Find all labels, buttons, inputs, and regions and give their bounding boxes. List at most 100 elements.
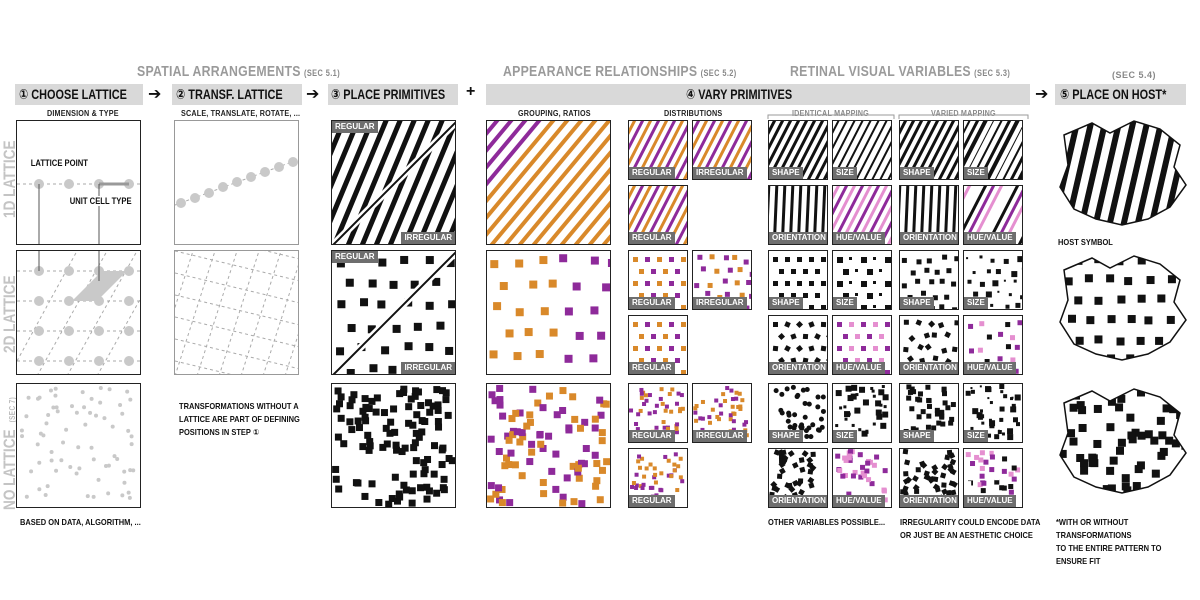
transformed-1d-graphic (175, 121, 299, 245)
panel-grouping-2d (486, 250, 611, 375)
panel-1d-transformed (174, 120, 299, 245)
grouping-1d-graphic (487, 121, 611, 245)
retinal-panel: HUE/VALUE (832, 448, 892, 508)
transformed-2d-graphic (175, 251, 299, 375)
host-symbol-label: HOST SYMBOL (1058, 236, 1113, 249)
retinal-panel: ORIENTATION (899, 448, 959, 508)
note-transf-line2: LATTICE ARE PART OF DEFINING (179, 413, 300, 426)
stripe-group (487, 121, 611, 245)
distribution-panel: IRREGULAR (692, 250, 752, 310)
retinal-tag: ORIENTATION (900, 362, 959, 374)
step-3-label: ③ PLACE PRIMITIVES (331, 86, 445, 103)
retinal-tag: SIZE (833, 430, 857, 442)
retinal-panel: SHAPE (768, 250, 828, 310)
retinal-tag: SHAPE (900, 167, 934, 179)
panel-primitives-none (331, 383, 456, 508)
grouping-none-graphic (487, 384, 611, 508)
retinal-tag: HUE/VALUE (833, 495, 885, 507)
retinal-panel: SHAPE (768, 120, 828, 180)
panel-grouping-none (486, 383, 611, 508)
distribution-panel: REGULAR (628, 315, 688, 375)
retinal-tag: ORIENTATION (769, 232, 828, 244)
retinal-panel: HUE/VALUE (832, 185, 892, 245)
retinal-tag: HUE/VALUE (964, 362, 1016, 374)
retinal-panel: SHAPE (899, 383, 959, 443)
primitives-2d-graphic (332, 251, 456, 375)
distribution-tag: REGULAR (629, 232, 675, 244)
plus-icon: + (466, 83, 475, 101)
retinal-panel: SHAPE (768, 383, 828, 443)
distribution-tag: REGULAR (629, 495, 675, 507)
host-symbol-lines (1052, 115, 1192, 235)
retinal-tag: SHAPE (769, 430, 803, 442)
retinal-tag: HUE/VALUE (964, 232, 1016, 244)
retinal-tag: SHAPE (900, 297, 934, 309)
retinal-tag: SIZE (964, 297, 988, 309)
distribution-panel: REGULAR (628, 448, 688, 508)
distribution-panel: REGULAR (628, 185, 688, 245)
section-ref-spatial: (SEC 5.1) (304, 68, 340, 78)
panel-primitives-2d: REGULAR IRREGULAR (331, 250, 456, 375)
retinal-panel: SIZE (963, 250, 1023, 310)
subhead-dimension: DIMENSION & TYPE (47, 109, 119, 118)
note-transformations: TRANSFORMATIONS WITHOUT A LATTICE ARE PA… (179, 400, 300, 439)
scatter-group (20, 386, 135, 500)
arrow-4-icon: ➔ (1035, 84, 1048, 104)
retinal-tag: HUE/VALUE (833, 362, 885, 374)
panel-2d-transformed (174, 250, 299, 375)
scatter-group (332, 386, 456, 508)
section-ref-retinal: (SEC 5.3) (974, 68, 1010, 78)
note-irreg-line1: IRREGULARITY COULD ENCODE DATA (900, 516, 1040, 529)
host-symbol-grid (1052, 250, 1192, 370)
scatter-group (900, 449, 958, 501)
step-5-label: ⑤ PLACE ON HOST* (1060, 86, 1166, 103)
section-title-retinal: RETINAL VISUAL VARIABLES (SEC 5.3) (790, 63, 1010, 80)
step-1-label: ① CHOOSE LATTICE (19, 86, 127, 103)
note-transf-line1: TRANSFORMATIONS WITHOUT A (179, 400, 300, 413)
stripe-group (1052, 115, 1192, 235)
retinal-panel: SHAPE (899, 120, 959, 180)
retinal-tag: SIZE (964, 167, 988, 179)
distribution-panel: IRREGULAR (692, 383, 752, 443)
note-host: *WITH OR WITHOUT TRANSFORMATIONS TO THE … (1056, 516, 1183, 568)
section-title-appearance: APPEARANCE RELATIONSHIPS (SEC 5.2) (503, 63, 737, 80)
retinal-panel: SIZE (963, 383, 1023, 443)
note-host-line2: TO THE ENTIRE PATTERN TO ENSURE FIT (1056, 542, 1183, 568)
retinal-tag: ORIENTATION (900, 232, 959, 244)
step-4-label: ④ VARY PRIMITIVES (686, 86, 792, 103)
distribution-tag: IRREGULAR (693, 297, 747, 309)
retinal-tag: SIZE (833, 167, 857, 179)
retinal-panel: SIZE (963, 120, 1023, 180)
retinal-panel: ORIENTATION (899, 185, 959, 245)
distribution-tag: REGULAR (629, 297, 675, 309)
mapping-brackets (766, 112, 1032, 120)
unit-cell-label: UNIT CELL TYPE (68, 196, 133, 206)
distribution-panel: REGULAR (628, 250, 688, 310)
lattice-2d-graphic (17, 251, 141, 375)
retinal-tag: HUE/VALUE (964, 495, 1016, 507)
primitives-none-graphic (332, 384, 456, 508)
retinal-panel: HUE/VALUE (963, 185, 1023, 245)
retinal-panel: HUE/VALUE (963, 448, 1023, 508)
tag-irregular: IRREGULAR (401, 362, 455, 374)
panel-grouping-1d (486, 120, 611, 245)
retinal-panel: HUE/VALUE (963, 315, 1023, 375)
note-host-line1: *WITH OR WITHOUT TRANSFORMATIONS (1056, 516, 1183, 542)
lattice-1d-graphic (17, 121, 141, 245)
section-ref-host: (SEC 5.4) (1112, 70, 1156, 80)
retinal-tag: SHAPE (769, 167, 803, 179)
scatter-group (1054, 388, 1190, 502)
retinal-panel: ORIENTATION (768, 448, 828, 508)
retinal-tag: HUE/VALUE (833, 232, 885, 244)
panel-primitives-1d: REGULAR IRREGULAR (331, 120, 456, 245)
distribution-tag: IRREGULAR (693, 167, 747, 179)
retinal-panel: HUE/VALUE (832, 315, 892, 375)
subhead-grouping: GROUPING, RATIOS (518, 109, 591, 118)
section-ref-appearance: (SEC 5.2) (701, 68, 737, 78)
retinal-tag: ORIENTATION (769, 495, 828, 507)
retinal-panel: ORIENTATION (768, 185, 828, 245)
section-title-retinal-text: RETINAL VISUAL VARIABLES (790, 63, 971, 80)
note-based-on: BASED ON DATA, ALGORITHM, ... (20, 516, 141, 529)
arrow-1-icon: ➔ (148, 84, 161, 104)
retinal-tag: SHAPE (769, 297, 803, 309)
